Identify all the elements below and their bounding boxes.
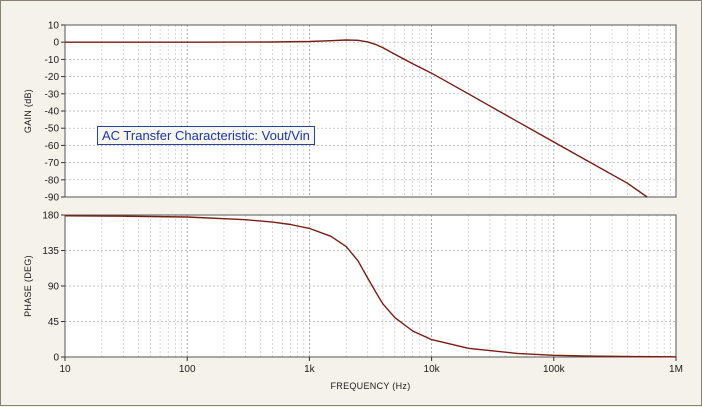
xtick-label: 1k: [304, 364, 316, 375]
gain-ytick-label: 10: [48, 21, 60, 32]
gain-ytick-label: -30: [45, 89, 60, 100]
gain-ytick-label: -70: [45, 158, 60, 169]
gain-frame: [64, 24, 677, 198]
gain-ytick-label: -90: [45, 193, 60, 204]
phase-ytick-label: 180: [42, 211, 59, 222]
phase-ytick-label: 45: [48, 317, 60, 328]
xtick-label: 10: [59, 364, 71, 375]
gain-ytick-label: 0: [53, 38, 59, 49]
xtick-label: 10k: [424, 364, 441, 375]
phase-series-line: [64, 215, 677, 358]
gain-ytick-label: -20: [45, 72, 60, 83]
chart-annotation: AC Transfer Characteristic: Vout/Vin: [97, 126, 315, 145]
phase-ylabel: PHASE (DEG): [23, 255, 33, 317]
phase-ytick-label: 0: [53, 353, 59, 364]
xtick-label: 100: [179, 364, 196, 375]
gain-ytick-label: -80: [45, 175, 60, 186]
xtick-label: 1M: [669, 364, 683, 375]
gain-panel: 10 0 -10 -20 -30 -40 -50 -60 -70 -80 -90 GAIN (dB): [23, 21, 677, 204]
gain-series-line: [65, 39, 648, 198]
xtick-label: 100k: [543, 364, 566, 375]
phase-panel: 180 135 90 45 0 PHASE (DEG): [23, 211, 677, 364]
phase-ytick-label: 90: [48, 282, 60, 293]
gain-ytick-label: -40: [45, 107, 60, 118]
phase-ytick-label: 135: [42, 246, 59, 257]
gain-ylabel: GAIN (dB): [23, 89, 33, 133]
gain-ytick-label: -50: [45, 124, 60, 135]
gain-ytick-label: -10: [45, 55, 60, 66]
phase-frame: [64, 214, 677, 358]
gain-ytick-label: -60: [45, 141, 60, 152]
xlabel: FREQUENCY (Hz): [330, 381, 410, 391]
